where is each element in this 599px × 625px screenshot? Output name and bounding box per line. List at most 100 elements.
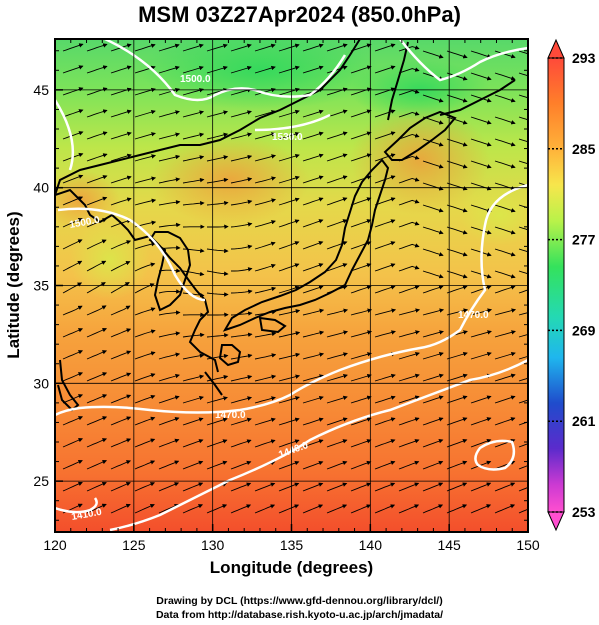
streamline-arrow <box>86 109 108 118</box>
streamline-arrow <box>350 131 372 140</box>
streamline-arrow <box>254 220 276 228</box>
streamline-arrow <box>86 196 108 206</box>
streamline-arrow <box>494 373 516 382</box>
streamline-arrow <box>110 197 132 206</box>
streamline-arrow <box>422 204 444 213</box>
streamline-arrow <box>422 160 444 169</box>
streamline-arrow <box>422 352 444 360</box>
streamline-arrow <box>494 330 516 338</box>
streamline-arrow <box>302 374 324 382</box>
x-tick-label: 120 <box>43 537 67 553</box>
streamline-arrow <box>254 65 276 74</box>
streamline-arrow <box>110 350 132 360</box>
x-tick-label: 130 <box>201 537 225 553</box>
streamline-arrow <box>302 65 324 74</box>
streamline-arrow <box>302 197 324 206</box>
streamline-arrow <box>446 270 468 279</box>
streamline-arrow <box>374 65 396 74</box>
streamline-arrow <box>110 482 131 492</box>
y-axis-ticks: 25 30 35 40 45 <box>33 50 528 521</box>
streamline-arrow <box>326 308 349 316</box>
streamline-arrow <box>446 50 468 59</box>
x-tick-label: 145 <box>437 537 461 553</box>
streamline-arrow <box>398 504 420 514</box>
streamline-arrow <box>278 331 301 338</box>
streamline-arrow <box>182 110 205 118</box>
colorbar-bottom-arrow <box>547 511 565 532</box>
streamline-arrow <box>230 374 253 382</box>
streamline-arrow <box>470 50 492 59</box>
streamline-arrow <box>254 286 277 294</box>
streamline-arrow <box>206 333 229 338</box>
streamline-arrow <box>518 204 528 209</box>
streamline-arrow <box>278 263 300 272</box>
streamline-arrow <box>326 482 348 492</box>
streamline-arrow <box>302 153 324 162</box>
streamline-arrow <box>350 65 372 74</box>
streamline-arrow <box>374 43 396 52</box>
streamline-arrow <box>278 352 301 360</box>
streamline-arrow <box>278 482 300 492</box>
streamline-arrow <box>86 131 108 140</box>
streamline-arrow <box>110 175 132 184</box>
streamline-arrow <box>182 155 205 162</box>
colorbar-tick-label: 285 <box>572 141 596 157</box>
streamline-arrow <box>446 160 468 169</box>
streamline-arrow <box>446 94 468 103</box>
streamline-arrow <box>134 109 156 118</box>
streamline-arrow <box>470 351 492 360</box>
streamline-arrow <box>374 263 396 272</box>
streamline-arrow <box>494 351 516 360</box>
streamline-arrow <box>422 138 444 147</box>
streamline-arrow <box>374 285 396 294</box>
streamline-arrow <box>134 329 156 338</box>
streamline-arrow <box>302 395 324 404</box>
streamline-arrow <box>254 132 276 140</box>
streamline-arrow <box>62 372 83 382</box>
streamline-arrow <box>158 503 179 514</box>
streamline-arrow <box>518 421 528 426</box>
streamline-arrow <box>230 417 252 426</box>
streamline-arrow <box>206 65 228 74</box>
streamline-arrow <box>494 138 516 147</box>
streamline-arrow <box>302 482 324 492</box>
streamline-arrow <box>326 504 348 514</box>
streamline-arrow <box>302 240 324 250</box>
streamline-arrow <box>86 394 108 404</box>
streamline-arrow <box>182 395 204 404</box>
streamline-arrow <box>446 285 468 294</box>
streamline-arrow <box>254 176 277 184</box>
streamline-arrow <box>278 417 300 426</box>
streamline-arrow <box>398 111 420 118</box>
streamline-arrow <box>86 282 106 294</box>
streamline-arrow <box>254 504 276 514</box>
streamline-arrow <box>134 198 157 206</box>
streamline-arrow <box>446 395 468 404</box>
streamline-arrow <box>446 438 468 448</box>
streamline-arrow <box>374 308 397 316</box>
streamline-arrow <box>518 312 528 316</box>
streamline-arrow <box>326 219 348 228</box>
streamline-arrow <box>62 131 84 140</box>
streamline-arrow <box>278 439 300 448</box>
streamline-arrow <box>518 226 528 231</box>
colorbar-tick-label: 293 <box>572 50 596 66</box>
streamline-arrow <box>158 310 181 316</box>
streamline-arrow <box>302 308 325 316</box>
streamline-arrow <box>446 460 468 470</box>
streamline-arrow <box>494 285 516 294</box>
streamline-arrow <box>398 330 420 338</box>
streamline-arrow <box>518 443 528 448</box>
streamline-arrow <box>326 373 348 382</box>
streamline-arrow <box>302 330 325 338</box>
streamline-arrow <box>110 240 132 250</box>
streamline-arrow <box>374 131 396 140</box>
streamline-arrow <box>206 292 229 297</box>
streamline-arrow <box>182 504 203 514</box>
streamline-arrow <box>470 482 492 492</box>
streamline-arrow <box>62 87 84 96</box>
streamline-arrow <box>182 374 205 382</box>
streamline-arrow <box>350 417 372 426</box>
streamline-arrow <box>254 331 277 338</box>
